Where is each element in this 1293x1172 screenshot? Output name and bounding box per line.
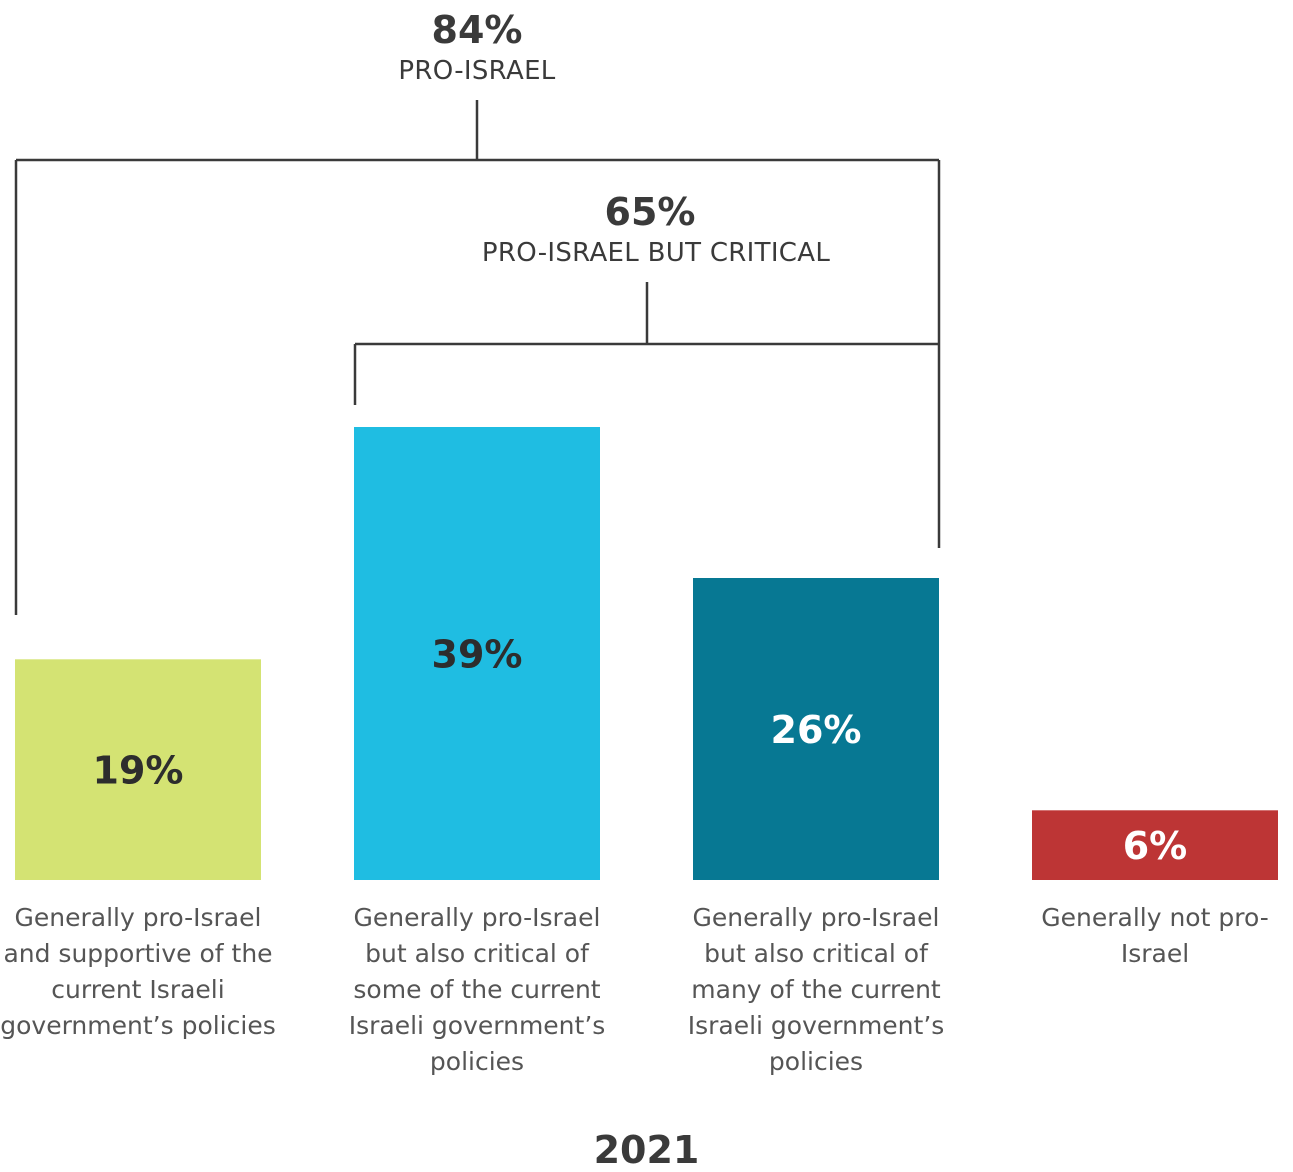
bars: 19% 39% 26% 6% [15, 427, 1278, 880]
grouping-brackets [14, 100, 941, 615]
year-label: 2021 [593, 1128, 700, 1172]
category-label-2: Generally pro-Israel but also critical o… [348, 903, 606, 1076]
category-label-4: Generally not pro-Israel [1041, 903, 1269, 968]
bar-value-label-4: 6% [1123, 824, 1188, 868]
bar-4 [1032, 810, 1278, 880]
bar-3 [693, 578, 939, 880]
group-84-label: PRO-ISRAEL [398, 56, 556, 86]
bar-1 [15, 659, 261, 880]
bar-2 [354, 427, 600, 880]
group-65-label: PRO-ISRAEL BUT CRITICAL [481, 238, 831, 268]
bar-value-label-2: 39% [432, 633, 523, 677]
group-65-value: 65% [604, 190, 696, 234]
group-84-value: 84% [431, 8, 523, 52]
bar-value-label-1: 19% [93, 749, 184, 793]
category-label-1: Generally pro-Israel and supportive of t… [0, 903, 276, 1040]
bar-value-label-3: 26% [771, 708, 862, 752]
category-label-3: Generally pro-Israel but also critical o… [687, 903, 945, 1076]
